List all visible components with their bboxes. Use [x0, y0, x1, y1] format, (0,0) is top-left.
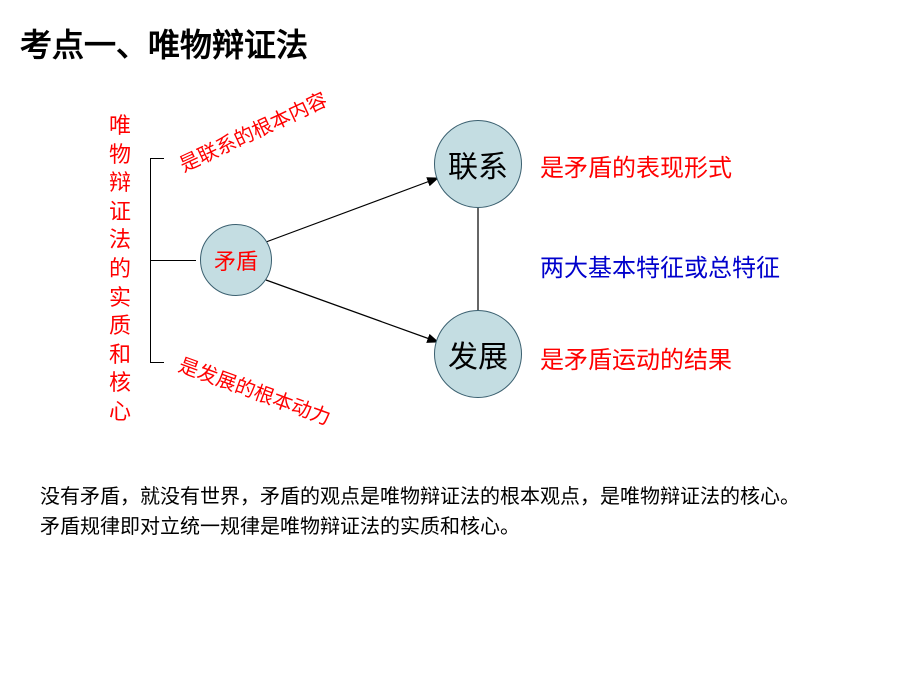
edge-contradiction-connection	[266, 178, 438, 242]
paragraph-line2: 矛盾规律即对立统一规律是唯物辩证法的实质和核心。	[40, 512, 880, 542]
paragraph-line1: 没有矛盾，就没有世界，矛盾的观点是唯物辩证法的根本观点，是唯物辩证法的核心。	[40, 482, 880, 512]
node-contradiction-label: 矛盾	[214, 244, 258, 276]
side-label-bottom: 是矛盾运动的结果	[540, 340, 732, 375]
node-connection-label: 联系	[448, 142, 508, 186]
explanatory-paragraph: 没有矛盾，就没有世界，矛盾的观点是唯物辩证法的根本观点，是唯物辩证法的核心。 矛…	[40, 482, 880, 542]
node-connection: 联系	[434, 120, 522, 208]
side-label-top: 是矛盾的表现形式	[540, 148, 732, 183]
edge-contradiction-development	[266, 280, 438, 342]
node-development: 发展	[434, 310, 522, 398]
node-development-label: 发展	[448, 332, 508, 376]
side-label-middle: 两大基本特征或总特征	[540, 248, 780, 283]
node-contradiction: 矛盾	[200, 224, 272, 296]
